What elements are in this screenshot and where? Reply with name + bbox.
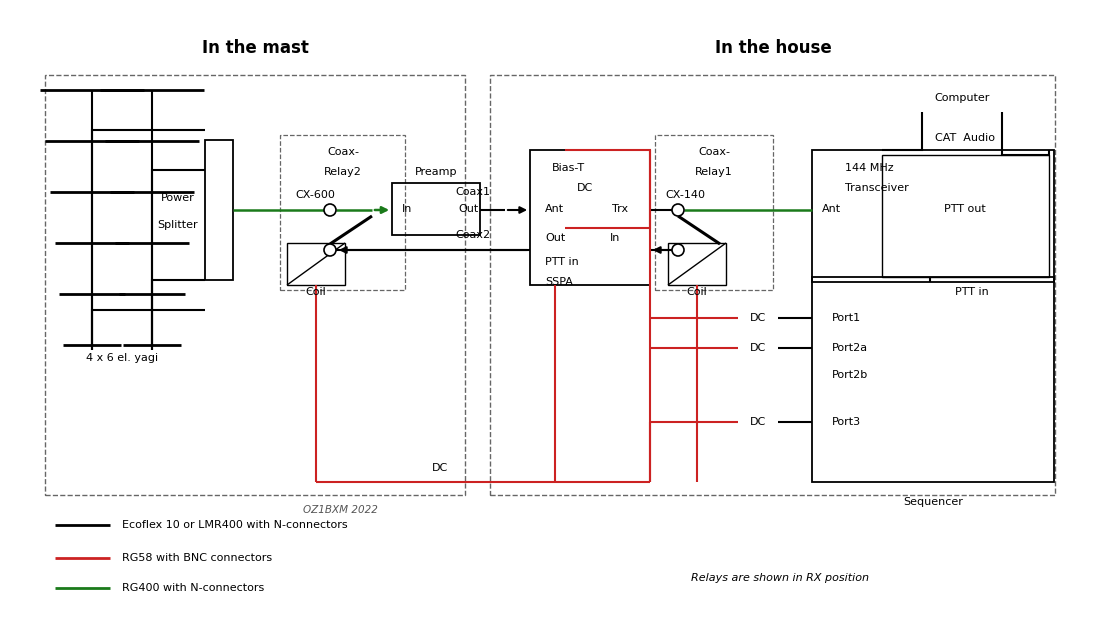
Text: OZ1BXM 2022: OZ1BXM 2022	[302, 505, 377, 515]
Bar	[812, 150, 1054, 282]
Circle shape	[324, 244, 336, 256]
Text: DC: DC	[750, 313, 766, 323]
Text: DC: DC	[750, 343, 766, 353]
Text: PTT in: PTT in	[955, 287, 989, 297]
Bar	[490, 75, 1055, 495]
Text: Coax2: Coax2	[455, 230, 491, 240]
Text: In: In	[610, 233, 620, 243]
Text: Sequencer: Sequencer	[903, 497, 962, 507]
Text: Out: Out	[544, 233, 565, 243]
Text: CX-600: CX-600	[295, 190, 334, 200]
Bar	[812, 277, 1054, 482]
Circle shape	[672, 204, 684, 216]
Text: Bias-T: Bias-T	[552, 163, 585, 173]
Text: Relays are shown in RX position: Relays are shown in RX position	[691, 573, 869, 583]
Text: Coax-: Coax-	[698, 147, 730, 157]
Text: RG58 with BNC connectors: RG58 with BNC connectors	[122, 553, 272, 563]
Bar	[392, 183, 480, 235]
Text: Port1: Port1	[832, 313, 861, 323]
Text: Ecoflex 10 or LMR400 with N-connectors: Ecoflex 10 or LMR400 with N-connectors	[122, 520, 348, 530]
Text: Coil: Coil	[686, 287, 707, 297]
Bar	[205, 140, 233, 280]
Bar	[280, 135, 405, 290]
Text: Ant: Ant	[822, 204, 842, 214]
Text: CAT  Audio: CAT Audio	[935, 133, 996, 143]
Text: In the house: In the house	[715, 39, 832, 57]
Bar	[530, 150, 650, 285]
Text: CX-140: CX-140	[666, 190, 705, 200]
Text: Trx: Trx	[612, 204, 628, 214]
Text: Relay1: Relay1	[695, 167, 733, 177]
Bar	[882, 155, 1049, 277]
Bar	[287, 243, 345, 285]
Text: Coax-: Coax-	[327, 147, 359, 157]
Text: SSPA: SSPA	[544, 277, 573, 287]
Text: Preamp: Preamp	[415, 167, 458, 177]
Text: Port2b: Port2b	[832, 370, 868, 380]
Circle shape	[672, 244, 684, 256]
Text: Computer: Computer	[934, 93, 990, 103]
Text: Out: Out	[458, 204, 478, 214]
Text: Port2a: Port2a	[832, 343, 868, 353]
Text: Coax1: Coax1	[455, 187, 491, 197]
Text: Ant: Ant	[544, 204, 564, 214]
Text: 4 x 6 el. yagi: 4 x 6 el. yagi	[86, 353, 158, 363]
Text: 144 MHz: 144 MHz	[845, 163, 893, 173]
Text: Coil: Coil	[306, 287, 327, 297]
Text: PTT out: PTT out	[944, 204, 986, 214]
Text: Splitter: Splitter	[157, 220, 198, 230]
Text: DC: DC	[750, 417, 766, 427]
Text: DC: DC	[432, 463, 448, 473]
Bar	[45, 75, 465, 495]
Text: Port3: Port3	[832, 417, 861, 427]
Bar	[654, 135, 773, 290]
Text: PTT in: PTT in	[544, 257, 579, 267]
Text: In: In	[402, 204, 412, 214]
Text: Power: Power	[161, 193, 195, 203]
Circle shape	[324, 204, 336, 216]
Text: Relay2: Relay2	[324, 167, 362, 177]
Text: Transceiver: Transceiver	[845, 183, 909, 193]
Text: In the mast: In the mast	[201, 39, 308, 57]
Text: DC: DC	[576, 183, 593, 193]
Text: RG400 with N-connectors: RG400 with N-connectors	[122, 583, 264, 593]
Bar	[668, 243, 726, 285]
